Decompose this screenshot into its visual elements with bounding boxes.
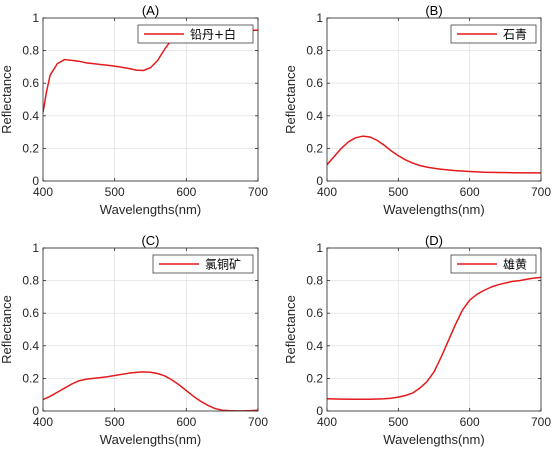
plot-area bbox=[43, 248, 258, 411]
y-tick-label: 0.6 bbox=[22, 76, 39, 90]
y-tick-label: 1 bbox=[32, 241, 39, 255]
y-tick-label: 1 bbox=[316, 241, 323, 255]
panel-b: 400 500 600 700 0 0.2 0.4 0.6 0.8 1 Wavelengths(nm… bbox=[283, 3, 551, 217]
panel-d: 400 500 600 700 0 0.2 0.4 0.6 0.8 1 Wavelengths(nm… bbox=[283, 233, 551, 447]
y-tick-label: 1 bbox=[32, 11, 39, 25]
legend-label: 石青 bbox=[503, 28, 527, 42]
y-tick-label: 0.4 bbox=[306, 109, 323, 123]
y-tick-label: 0.4 bbox=[22, 109, 39, 123]
y-tick-label: 0.4 bbox=[306, 339, 323, 353]
x-axis-title: Wavelengths(nm) bbox=[383, 432, 484, 447]
x-tick-label: 500 bbox=[388, 185, 408, 199]
x-tick-label: 600 bbox=[460, 415, 480, 429]
y-tick-label: 0.2 bbox=[306, 141, 323, 155]
x-tick-label: 500 bbox=[388, 415, 408, 429]
y-tick-label: 0.2 bbox=[22, 371, 39, 385]
x-tick-label: 600 bbox=[460, 185, 480, 199]
x-tick-label: 700 bbox=[248, 185, 268, 199]
y-tick-label: 0 bbox=[316, 404, 323, 418]
y-tick-label: 0.2 bbox=[22, 141, 39, 155]
x-tick-label: 700 bbox=[531, 185, 551, 199]
y-tick-label: 1 bbox=[316, 11, 323, 25]
legend-label: 铅丹+白 bbox=[190, 27, 236, 42]
legend-box bbox=[152, 254, 254, 274]
y-tick-label: 0.8 bbox=[22, 274, 39, 288]
x-tick-label: 500 bbox=[105, 415, 125, 429]
axes-box bbox=[326, 17, 542, 182]
x-tick-label: 500 bbox=[105, 185, 125, 199]
x-tick-label: 700 bbox=[248, 415, 268, 429]
y-tick-label: 0 bbox=[32, 404, 39, 418]
y-tick-label: 0.8 bbox=[22, 44, 39, 58]
panel-title: (D) bbox=[425, 233, 443, 248]
plot-area bbox=[327, 18, 541, 181]
y-tick-label: 0 bbox=[316, 174, 323, 188]
x-axis-title: Wavelengths(nm) bbox=[100, 202, 201, 217]
plot-area bbox=[327, 248, 541, 411]
x-tick-label: 600 bbox=[176, 415, 196, 429]
y-tick-label: 0.4 bbox=[22, 339, 39, 353]
plot-area bbox=[43, 18, 258, 181]
axes-box bbox=[42, 17, 259, 182]
panel-c: 400 500 600 700 0 0.2 0.4 0.6 0.8 1 Wavelengths(nm… bbox=[0, 233, 268, 447]
legend-box bbox=[137, 24, 254, 44]
y-axis-title: Reflectance bbox=[0, 295, 14, 364]
x-tick-label: 700 bbox=[531, 415, 551, 429]
y-tick-label: 0.8 bbox=[306, 274, 323, 288]
series-line bbox=[327, 135, 541, 174]
axes-box bbox=[42, 247, 259, 412]
y-axis-title: Reflectance bbox=[283, 65, 298, 134]
series-line bbox=[327, 276, 541, 401]
legend-label: 氯铜矿 bbox=[205, 257, 241, 272]
y-tick-label: 0.6 bbox=[306, 76, 323, 90]
legend-label: 雄黄 bbox=[503, 257, 527, 272]
x-tick-label: 400 bbox=[33, 415, 53, 429]
panel-title: (C) bbox=[141, 233, 159, 248]
x-tick-label: 400 bbox=[317, 415, 337, 429]
panel-a: 400 500 600 700 0 0.2 0.4 0.6 0.8 1 Wavelengths(nm… bbox=[0, 3, 268, 217]
x-tick-label: 400 bbox=[317, 185, 337, 199]
y-tick-label: 0 bbox=[32, 174, 39, 188]
x-tick-label: 600 bbox=[176, 185, 196, 199]
axes-box bbox=[326, 247, 542, 412]
y-tick-label: 0.6 bbox=[22, 306, 39, 320]
panel-title: (A) bbox=[142, 3, 159, 18]
y-tick-label: 0.2 bbox=[306, 371, 323, 385]
y-tick-label: 0.6 bbox=[306, 306, 323, 320]
y-axis-title: Reflectance bbox=[283, 295, 298, 364]
y-axis-title: Reflectance bbox=[0, 65, 14, 134]
y-tick-label: 0.8 bbox=[306, 44, 323, 58]
x-tick-label: 400 bbox=[33, 185, 53, 199]
x-axis-title: Wavelengths(nm) bbox=[383, 202, 484, 217]
x-axis-title: Wavelengths(nm) bbox=[100, 432, 201, 447]
series-line bbox=[43, 371, 258, 411]
panel-title: (B) bbox=[425, 3, 442, 18]
